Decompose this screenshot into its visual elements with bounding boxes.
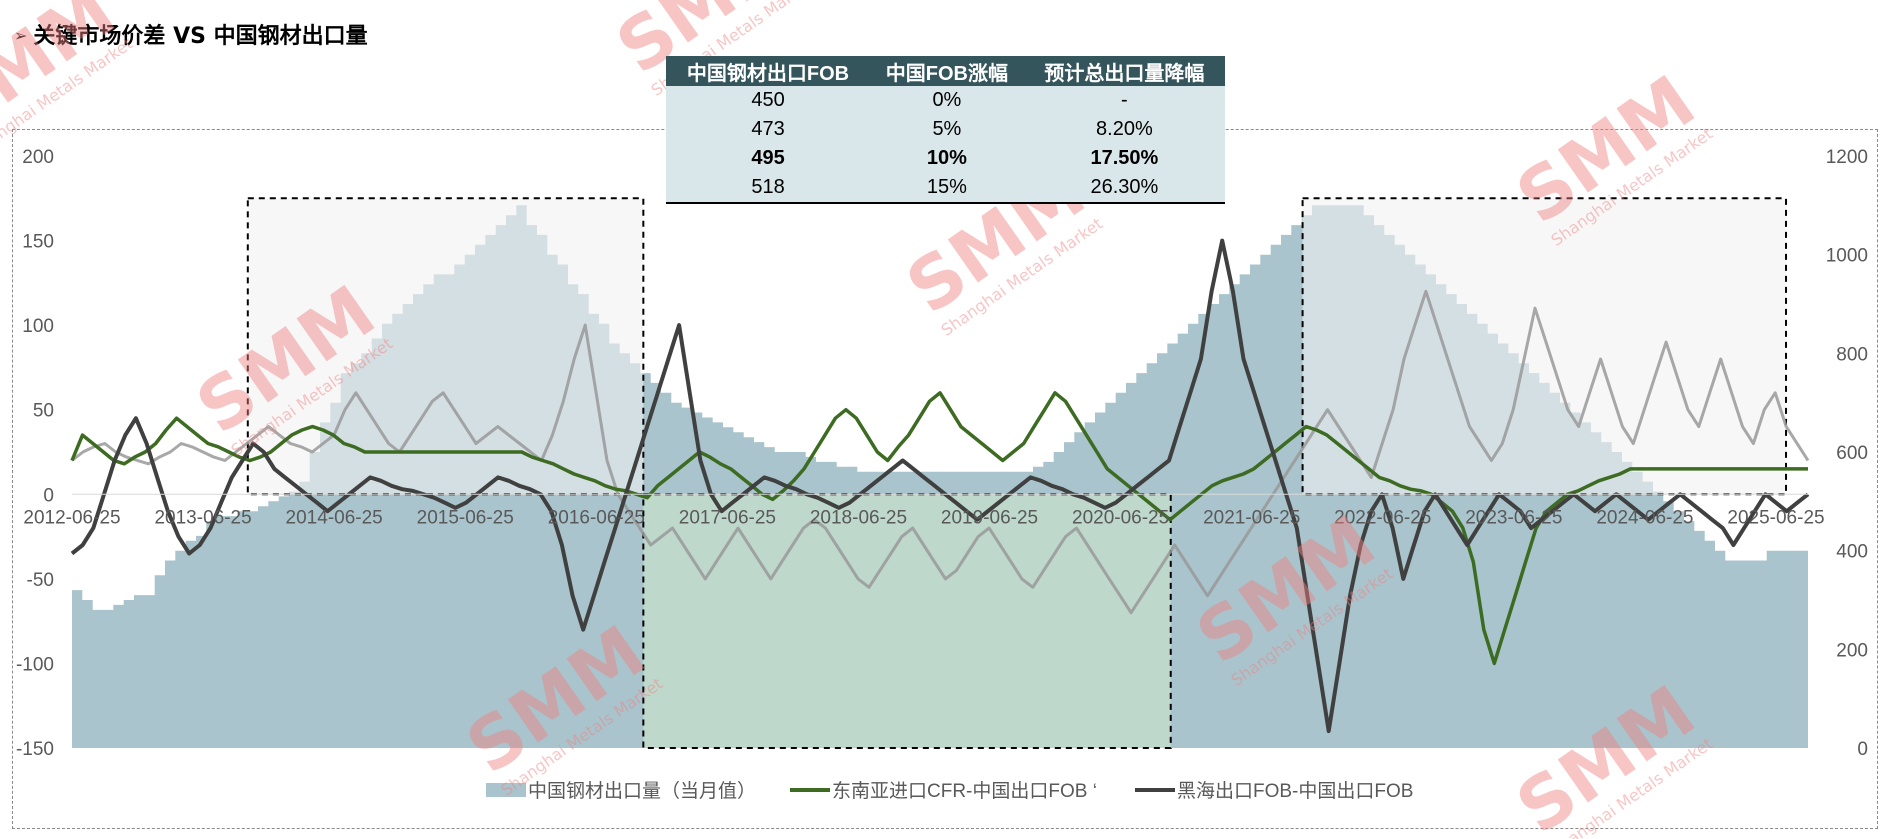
x-tick-label: 2015-06-25 (417, 507, 514, 528)
y-right-tick-label: 400 (1836, 542, 1868, 563)
x-tick-label: 2016-06-25 (548, 507, 645, 528)
table-header-row: 中国钢材出口FOB 中国FOB涨幅 预计总出口量降幅 (666, 56, 1225, 86)
series-sea-cfr-line (70, 391, 1808, 666)
x-tick-label: 2017-06-25 (679, 507, 776, 528)
table-cell: 450 (666, 86, 871, 115)
legend-label: 中国钢材出口量（当月值） (528, 780, 756, 802)
table-row: 518 15% 26.30% (666, 173, 1225, 204)
y-right-tick-label: 1200 (1826, 147, 1868, 168)
table-cell: 10% (870, 144, 1024, 173)
x-tick-label: 2018-06-25 (810, 507, 907, 528)
table-header-cell: 中国钢材出口FOB (666, 56, 871, 86)
table-cell: 15% (870, 173, 1024, 204)
x-tick-label: 2021-06-25 (1203, 507, 1300, 528)
legend-label: 黑海出口FOB-中国出口FOB (1177, 780, 1413, 802)
x-tick-label: 2024-06-25 (1596, 507, 1693, 528)
y-right-tick-label: 200 (1836, 640, 1868, 661)
table-cell: 495 (666, 144, 871, 173)
y-left-tick-label: 50 (33, 401, 54, 422)
y-right-tick-label: 1000 (1826, 246, 1868, 267)
table-row: 473 5% 8.20% (666, 115, 1225, 144)
table-cell: 518 (666, 173, 871, 204)
table-cell: - (1023, 86, 1225, 115)
x-tick-label: 2023-06-25 (1465, 507, 1562, 528)
y-left-tick-label: 200 (22, 147, 54, 168)
highlight-box (1301, 197, 1788, 496)
x-tick-label: 2019-06-25 (941, 507, 1038, 528)
x-tick-label: 2022-06-25 (1334, 507, 1431, 528)
y-right-tick-label: 800 (1836, 344, 1868, 365)
legend-swatch-box (486, 783, 526, 797)
y-right-tick-label: 0 (1857, 739, 1868, 760)
title-text: 关键市场价差 VS 中国钢材出口量 (33, 24, 368, 49)
series-lines (70, 238, 1810, 734)
table-cell: 5% (870, 115, 1024, 144)
x-tick-label: 2012-06-25 (23, 507, 120, 528)
legend: 中国钢材出口量（当月值） 东南亚进口CFR-中国出口FOB ‘ 黑海出口FOB-中国… (486, 780, 1413, 802)
y-left-tick-label: -150 (16, 739, 54, 760)
y-left-tick-label: 0 (43, 485, 54, 506)
table-header-cell: 预计总出口量降幅 (1023, 56, 1225, 86)
table-header-cell: 中国FOB涨幅 (870, 56, 1024, 86)
y-left-tick-label: 100 (22, 316, 54, 337)
series-faded-grey-line (71, 289, 1810, 615)
table-row: 495 10% 17.50% (666, 144, 1225, 173)
y-left-tick-label: -100 (16, 654, 54, 675)
y-left-tick-label: -50 (27, 570, 54, 591)
legend-label: 东南亚进口CFR-中国出口FOB ‘ (832, 780, 1097, 802)
axes: -150 -100 -50 0 50 100 150 200 0 200 400 600 800 1000… (16, 147, 1868, 760)
arrow-marker-icon: ➢ (14, 26, 28, 45)
x-tick-label: 2025-06-25 (1727, 507, 1824, 528)
y-right-tick-label: 600 (1836, 443, 1868, 464)
table-cell: 17.50% (1023, 144, 1225, 173)
table-cell: 26.30% (1023, 173, 1225, 204)
table-body: 450 0% -473 5% 8.20% 495 10% 17.50% 518 15% 26.30% (666, 86, 1225, 204)
table-cell: 473 (666, 115, 871, 144)
page-title: ➢ 关键市场价差 VS 中国钢材出口量 (14, 18, 368, 50)
series-black-sea-fob-line (70, 238, 1810, 734)
x-tick-label: 2014-06-25 (286, 507, 383, 528)
x-tick-label: 2013-06-25 (154, 507, 251, 528)
x-tick-label: 2020-06-25 (1072, 507, 1169, 528)
fob-scenario-table: 中国钢材出口FOB 中国FOB涨幅 预计总出口量降幅 450 0% -473 5% 8.20… (666, 56, 1225, 204)
table-cell: 8.20% (1023, 115, 1225, 144)
y-left-tick-label: 150 (22, 232, 54, 253)
table-cell: 0% (870, 86, 1024, 115)
table-row: 450 0% - (666, 86, 1225, 115)
